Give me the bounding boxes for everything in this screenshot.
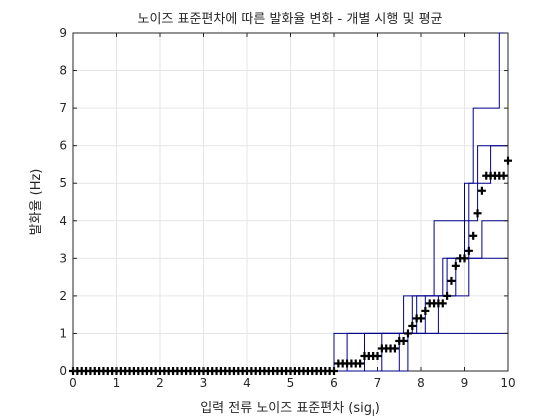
mean-point xyxy=(373,351,382,360)
y-tick-label: 9 xyxy=(59,26,67,40)
x-tick-label: 7 xyxy=(374,376,382,390)
mean-point xyxy=(443,291,452,300)
y-tick-label: 1 xyxy=(59,326,67,340)
x-tick-label: 8 xyxy=(417,376,425,390)
y-tick-label: 7 xyxy=(59,101,67,115)
mean-point xyxy=(399,336,408,345)
mean-point xyxy=(473,209,482,218)
mean-point xyxy=(451,261,460,270)
y-tick-label: 6 xyxy=(59,139,67,153)
mean-point xyxy=(421,306,430,315)
mean-point xyxy=(417,314,425,323)
x-tick-label: 1 xyxy=(113,376,121,390)
mean-point xyxy=(464,246,473,255)
y-axis-ticks: 0 1 2 3 4 5 6 7 8 9 xyxy=(59,26,508,378)
mean-markers xyxy=(69,156,512,375)
x-tick-label: 4 xyxy=(243,376,251,390)
mean-point xyxy=(438,299,447,308)
y-tick-label: 2 xyxy=(59,289,67,303)
trial-line-6 xyxy=(73,220,508,372)
mean-point xyxy=(403,329,412,338)
mean-point xyxy=(460,254,469,263)
y-tick-label: 5 xyxy=(59,176,67,190)
x-tick-label: 9 xyxy=(461,376,469,390)
x-tick-label: 3 xyxy=(200,376,208,390)
mean-point xyxy=(499,171,508,180)
x-axis-ticks: 0 1 2 3 4 5 6 7 8 9 10 xyxy=(69,33,516,390)
mean-point xyxy=(504,156,512,165)
mean-point xyxy=(390,344,399,353)
x-tick-label: 2 xyxy=(156,376,164,390)
y-tick-label: 0 xyxy=(59,364,67,378)
x-axis-label-subscript: I xyxy=(372,409,375,419)
x-tick-label: 10 xyxy=(500,376,515,390)
mean-point xyxy=(469,231,478,240)
x-axis-label-main: 입력 전류 노이즈 표준편차 (sig xyxy=(200,401,372,416)
mean-point xyxy=(408,321,417,330)
mean-point xyxy=(477,186,486,195)
y-tick-label: 4 xyxy=(59,214,67,228)
mean-point xyxy=(356,359,365,368)
x-axis-label-close: ) xyxy=(375,401,380,416)
x-tick-label: 0 xyxy=(69,376,77,390)
y-tick-label: 3 xyxy=(59,251,67,265)
x-axis-label: 입력 전류 노이즈 표준편차 (sigI) xyxy=(200,401,380,419)
x-tick-label: 5 xyxy=(287,376,295,390)
mean-point xyxy=(447,276,456,285)
y-tick-label: 8 xyxy=(59,64,67,78)
chart-title: 노이즈 표준편차에 따른 발화율 변화 - 개별 시행 및 평균 xyxy=(137,11,442,27)
x-tick-label: 6 xyxy=(330,376,338,390)
y-axis-label: 발화율 (Hz) xyxy=(29,169,44,236)
